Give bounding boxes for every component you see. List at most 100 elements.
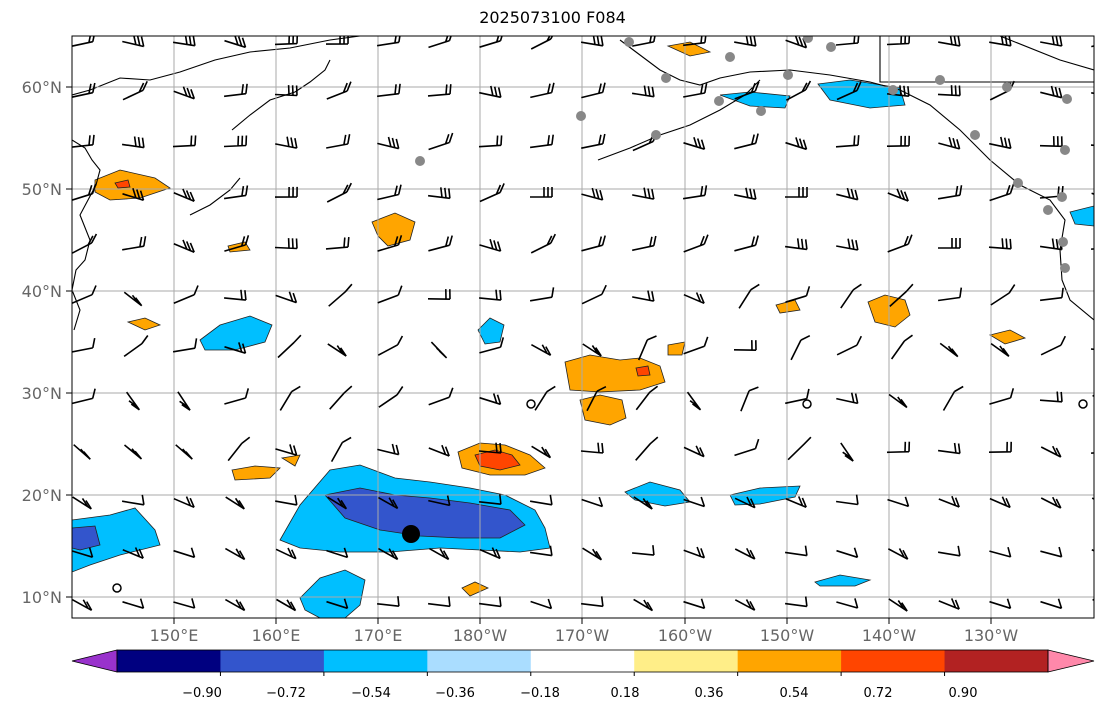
wind-barb [581,187,604,201]
wind-barb [277,334,302,359]
wind-barb [72,82,96,98]
wind-barb [889,283,914,307]
wind-barb [937,545,961,557]
colorbar-tick-label: −0.36 [435,686,475,701]
wind-barb [224,342,247,354]
colorbar-tick-label: 0.54 [779,686,809,701]
wind-barb [274,238,298,250]
positive-anomaly-region-small-e [988,329,1027,345]
wind-barb [122,236,147,251]
colorbar-extend-min [71,649,118,673]
wind-barb [787,436,812,461]
wind-barb [989,598,1012,610]
wind-barb [479,547,501,560]
wind-barb [125,391,141,411]
wind-barb [683,546,706,559]
wind-barb [72,233,98,254]
wind-barb [327,496,348,510]
wind-barb [377,235,403,252]
wind-barb [223,185,249,200]
wind-barb [377,335,404,356]
wind-barb [529,545,553,557]
wind-barb [377,136,400,150]
wind-barb [430,341,448,359]
wind-barb [478,442,502,454]
wind-barb [479,238,502,252]
colorbar-tick-label: 0.36 [694,686,724,701]
wind-barb [836,80,862,101]
wind-barb [887,496,910,508]
wind-barb [173,285,199,304]
wind-barb [325,36,349,45]
wind-barb [378,496,399,510]
wind-barb [479,337,505,354]
colorbar-segment [944,650,1049,672]
negative-anomaly-region-40n [199,315,273,351]
storm-center-marker [402,525,420,543]
wind-barb [173,239,195,253]
lon-label-130w: 130°W [963,626,1019,645]
wind-barb [1040,546,1063,558]
wind-barb [887,85,910,97]
anomaly-contours [72,41,1094,618]
wind-barb [274,186,298,198]
wind-barb [989,36,1012,47]
wind-barb [835,135,860,148]
wind-barb [635,385,659,411]
wind-barb [785,496,807,508]
wind-barb [530,187,553,198]
wind-barb [429,547,450,561]
wind-barb [785,80,812,101]
wind-barb [377,443,400,456]
wind-barb [223,135,248,148]
wind-barb [580,36,604,47]
wind-barb [683,496,706,508]
wind-barb [326,598,349,610]
wind-barb [938,238,961,249]
wind-barb [479,393,502,406]
wind-barb [172,36,196,47]
lat-label-30n: 30°N [21,384,62,403]
wind-barb [177,391,191,411]
wind-barb [72,134,95,148]
wind-barb [224,83,248,98]
wind-barb [888,393,908,409]
wind-barb [734,599,756,611]
wind-barb [122,598,145,609]
positive-anomaly-region-small-c [280,454,301,467]
wind-barb [683,137,706,150]
map-title: 2025073100 F084 [479,8,626,27]
wind-barb [478,135,503,148]
wind-barb [172,135,197,148]
wind-barb [734,81,760,100]
negative-anomaly-region-west [72,507,161,573]
wind-barb [530,36,554,50]
wind-barb [836,335,863,356]
wind-barb [734,235,759,252]
wind-barb [886,441,911,454]
wind-barb [989,496,1011,509]
wind-barb [836,392,859,405]
negative-anomaly-region-small [477,317,505,345]
colorbar-tick-label: 0.90 [948,686,978,701]
wind-barb [581,596,604,608]
wind-barb [326,134,351,149]
wind-barb [937,85,961,97]
wind-barb [173,188,195,202]
wind-barb [631,85,655,98]
wind-barb [686,391,702,411]
colorbar-segment [737,650,842,672]
wind-barb [1039,136,1063,148]
wind-barb [785,286,811,303]
wind-barb [227,436,251,462]
wind-barb [734,547,756,560]
wind-barb [938,136,961,150]
wind-barb [939,342,959,358]
lon-label-180w: 180°W [452,626,508,645]
lon-label-160e: 160°E [251,626,301,645]
wind-barb [887,234,913,253]
wind-barb [175,444,193,460]
colorbar [71,649,1095,676]
wind-barb [581,235,606,252]
wind-barb [784,596,808,608]
